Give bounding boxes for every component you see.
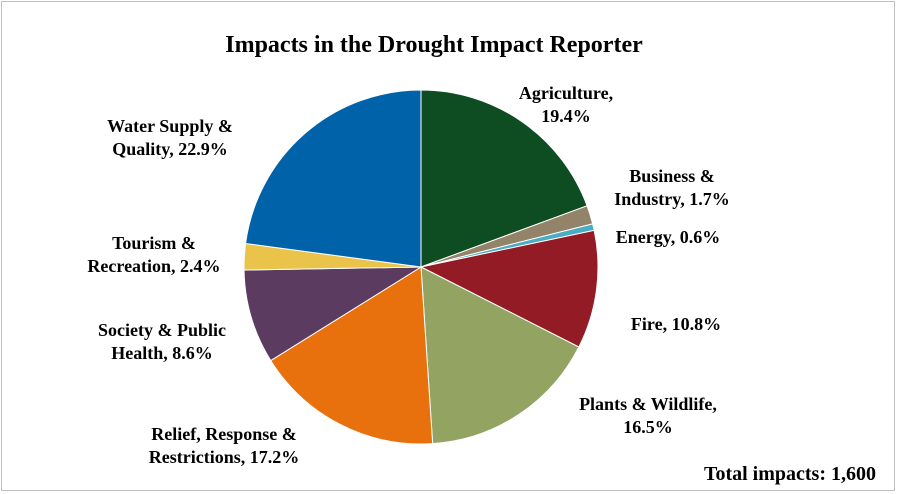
pie-slice-fire xyxy=(419,229,599,348)
data-label-tourism-and-recreation: Tourism & Recreation, 2.4% xyxy=(87,233,220,276)
pie-slice-plants-and-wildlife xyxy=(420,266,580,445)
total-impacts-label: Total impacts: 1,600 xyxy=(704,463,876,485)
data-label-water-supply-and-quality: Water Supply & Quality, 22.9% xyxy=(107,116,233,159)
pie-slices xyxy=(243,89,599,445)
data-label-relief-response-and-restrictions: Relief, Response & Restrictions, 17.2% xyxy=(149,424,299,467)
pie-slice-relief-response-and-restrictions xyxy=(270,266,434,445)
data-label-energy: Energy, 0.6% xyxy=(616,227,721,247)
data-label-society-and-public-health: Society & Public Health, 8.6% xyxy=(98,320,226,363)
pie-labels: Agriculture, 19.4%Business & Industry, 1.7… xyxy=(87,83,729,467)
data-label-fire: Fire, 10.8% xyxy=(631,314,721,334)
pie-slice-water-supply-and-quality xyxy=(245,89,422,268)
data-label-business-and-industry: Business & Industry, 1.7% xyxy=(614,166,730,209)
data-label-agriculture: Agriculture, 19.4% xyxy=(519,83,613,126)
pie-slice-society-and-public-health xyxy=(243,266,423,362)
pie-slice-agriculture xyxy=(420,89,588,268)
data-label-plants-and-wildlife: Plants & Wildlife, 16.5% xyxy=(579,394,717,437)
chart-title: Impacts in the Drought Impact Reporter xyxy=(225,32,643,58)
